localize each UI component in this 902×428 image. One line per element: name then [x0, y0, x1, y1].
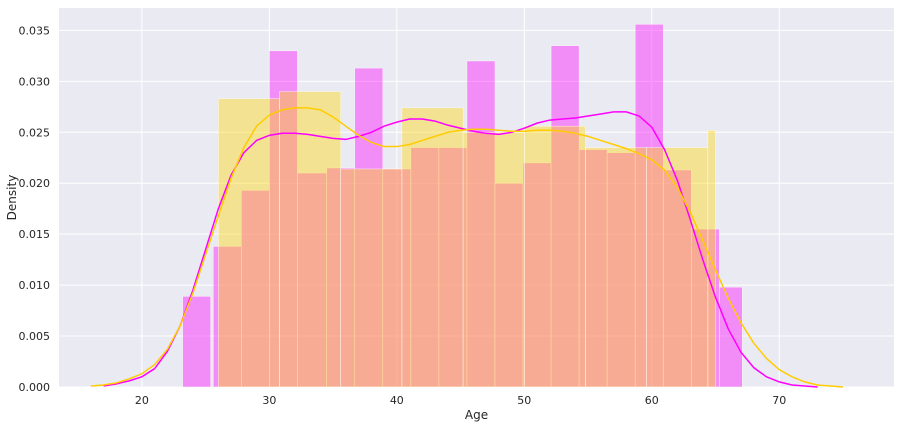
hist-bar-series-1	[691, 228, 720, 388]
x-tick-label: 60	[645, 394, 659, 407]
y-tick-label: 0.000	[19, 381, 51, 394]
y-tick-label: 0.010	[19, 279, 51, 292]
hist-bar-series-2	[707, 129, 716, 388]
hist-bar-series-1	[719, 286, 743, 388]
hist-bar-series-1	[466, 60, 496, 388]
hist-bar-series-2	[462, 131, 525, 388]
hist-bar-series-2	[646, 147, 709, 388]
y-tick-label: 0.020	[19, 177, 51, 190]
hist-bar-series-2	[585, 147, 647, 388]
hist-bar-series-1	[606, 152, 636, 388]
x-tick-label: 20	[135, 394, 149, 407]
hist-bar-series-1	[354, 67, 384, 388]
kde-line-series-1	[103, 111, 818, 388]
hist-bar-series-2	[524, 125, 586, 388]
hist-bar-series-1	[578, 149, 608, 388]
x-tick-label: 30	[262, 394, 276, 407]
y-tick-label: 0.005	[19, 330, 51, 343]
hist-bar-series-1	[634, 24, 664, 388]
grid	[59, 8, 894, 388]
hist-bar-series-1	[240, 190, 270, 388]
hist-bar-series-2	[279, 91, 342, 388]
hist-bar-series-1	[382, 168, 412, 388]
plot-area	[59, 8, 894, 387]
kde-curves	[90, 107, 844, 388]
hist-bar-series-1	[182, 296, 212, 388]
tick-labels: 20 30 40 50 60 70 0.000 0.005 0.010 0.015 0.020 0.0…	[19, 24, 787, 407]
y-tick-label: 0.015	[19, 228, 51, 241]
hist-bar-series-1	[212, 246, 242, 388]
kde-line-series-2	[90, 107, 844, 388]
hist-bar-series-1	[410, 147, 440, 388]
y-tick-label: 0.030	[19, 75, 51, 88]
y-tick-label: 0.035	[19, 24, 51, 37]
x-axis-label: Age	[465, 408, 488, 422]
hist-bar-series-2	[401, 107, 464, 388]
y-axis-label: Density	[5, 175, 19, 221]
x-tick-label: 50	[517, 394, 531, 407]
hist-bar-series-1	[522, 162, 552, 388]
x-tick-label: 40	[390, 394, 404, 407]
y-tick-label: 0.025	[19, 126, 51, 139]
hist-bar-series-2	[340, 168, 403, 388]
hist-bar-series-2	[218, 98, 280, 388]
x-tick-label: 70	[772, 394, 786, 407]
